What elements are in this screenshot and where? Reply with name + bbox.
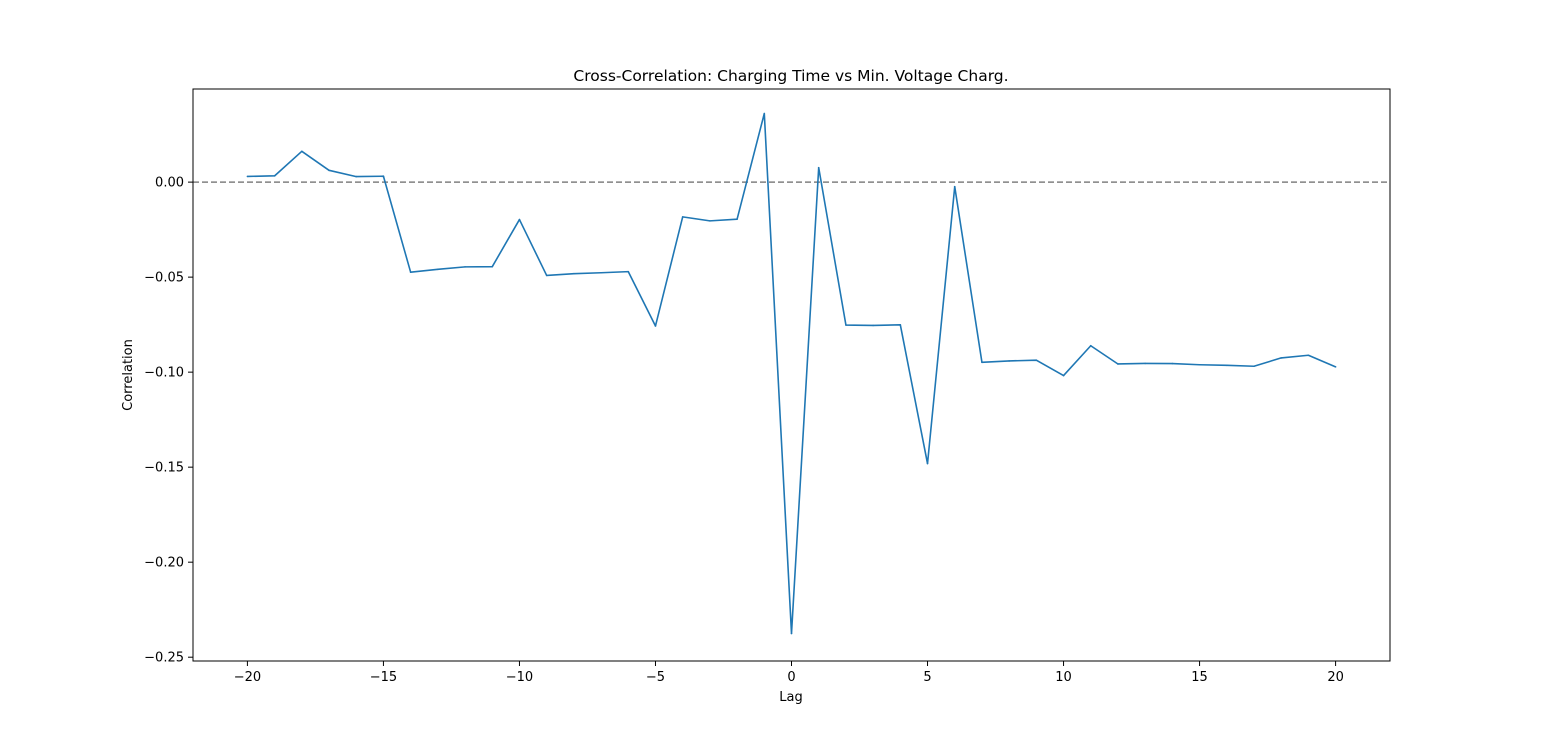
data-point [627,270,630,273]
data-point [1171,362,1174,365]
y-axis-label: Correlation [121,339,136,411]
data-point [464,266,466,268]
y-tick-label: 0.00 [155,176,184,191]
data-point [1089,344,1092,347]
x-tick-label: 15 [1191,670,1208,685]
data-point [1307,354,1310,357]
data-point [953,185,956,188]
data-point [1334,366,1337,368]
data-point [1035,359,1038,361]
chart-title: Cross-Correlation: Charging Time vs Min.… [573,67,1008,85]
y-tick-label: −0.05 [144,271,184,286]
data-point [573,272,575,275]
plot-area-frame [192,88,1391,662]
data-point [763,112,766,115]
data-point [790,632,793,635]
data-point [681,216,684,218]
y-tick-label: −0.25 [144,651,184,666]
data-point [926,462,929,465]
x-tick-label: −10 [506,670,533,685]
x-tick-label: −20 [234,670,261,685]
data-point [355,175,358,178]
x-tick-label: 0 [787,670,795,685]
data-point [1225,364,1228,367]
x-tick-label: −5 [646,670,665,685]
data-point [872,324,874,327]
data-point [709,220,711,222]
data-point [817,166,820,169]
y-axis-ticks: 0.00 −0.05 −0.10 −0.15 −0.20 −0.25 [144,176,193,666]
x-tick-label: 20 [1327,670,1344,685]
data-point [518,218,521,221]
data-point [246,175,249,178]
data-point [600,271,602,274]
data-point [654,325,657,327]
x-tick-label: −15 [370,670,397,685]
x-axis-ticks: −20 −15 −10 −5 0 5 10 15 20 [234,661,1344,685]
data-point [1062,374,1065,377]
data-point [1144,362,1146,365]
data-point [1117,363,1119,365]
y-tick-label: −0.15 [144,461,184,476]
data-point [1253,365,1255,368]
data-point [1008,360,1010,362]
data-point [301,150,303,153]
data-point [409,271,412,273]
data-point [1280,357,1282,359]
data-point [845,324,847,326]
y-tick-label: −0.10 [144,366,184,381]
x-tick-label: 10 [1055,670,1072,685]
data-point [273,175,276,177]
data-point [491,265,494,268]
data-point [382,175,385,178]
y-tick-label: −0.20 [144,556,184,571]
series-points [246,112,1337,635]
data-point [899,324,902,326]
x-tick-label: 5 [923,670,931,685]
data-point [1198,363,1201,366]
data-point [736,218,738,220]
x-axis-label: Lag [779,690,802,705]
data-point [328,169,330,172]
data-point [545,274,548,277]
data-point [981,361,983,364]
data-point [437,268,439,271]
